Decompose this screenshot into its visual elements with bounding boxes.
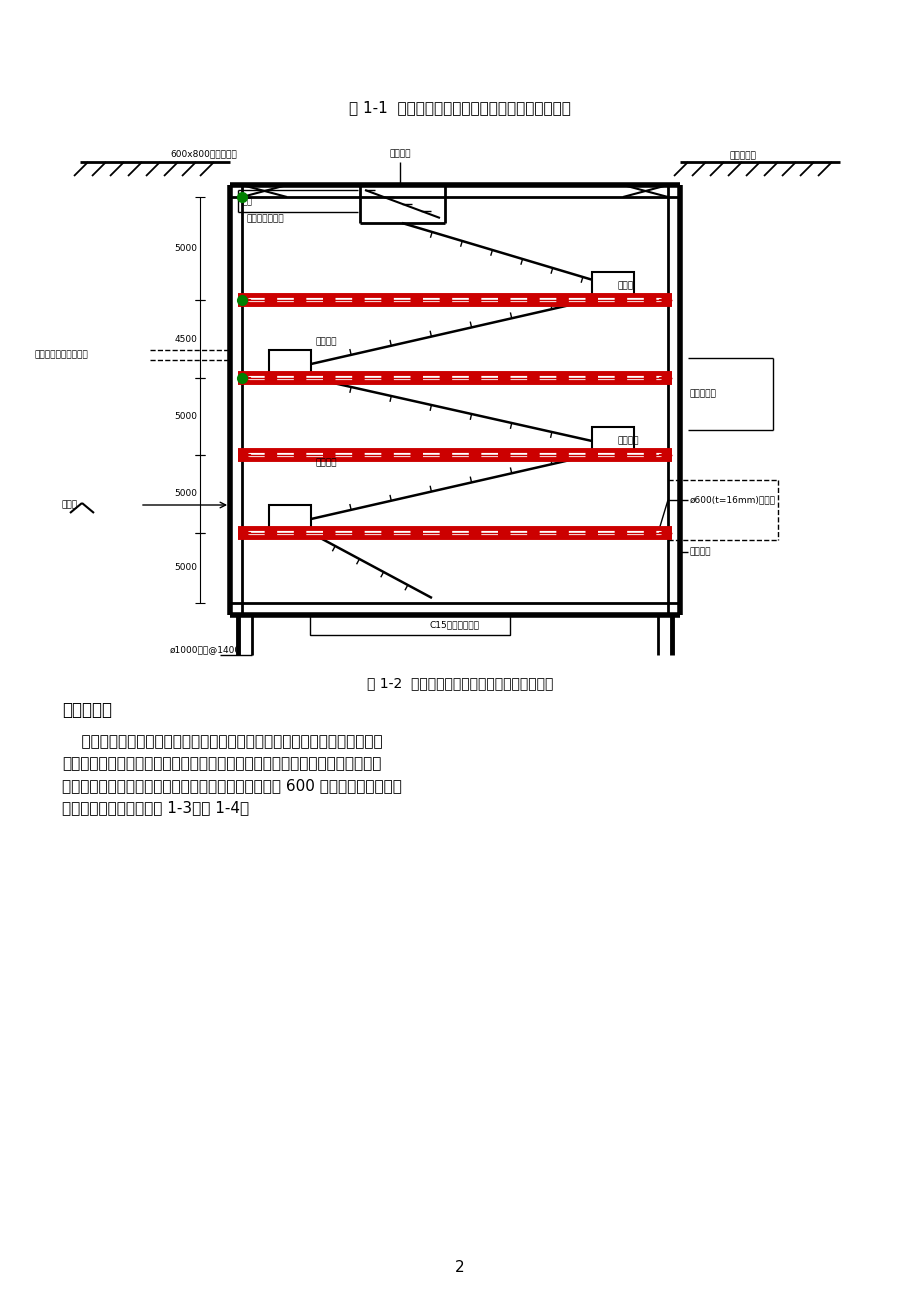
Bar	[591, 427, 633, 454]
Text: 盾构接收井: 盾构接收井	[62, 700, 112, 719]
Text: 三角架: 三角架	[618, 281, 633, 290]
Text: 撑形式为第一道钢筋混凝土支撑，第二至第四道为直径 600 的钢支撑，爬梯随钢: 撑形式为第一道钢筋混凝土支撑，第二至第四道为直径 600 的钢支撑，爬梯随钢	[62, 779, 402, 793]
Text: 盾构接收井临时爬梯设置在盾构接收井北侧中间位置，同样采用折返梯，除: 盾构接收井临时爬梯设置在盾构接收井北侧中间位置，同样采用折返梯，除	[62, 734, 382, 750]
Text: 爬梯扶手: 爬梯扶手	[315, 458, 337, 467]
Text: 盖梁: 盖梁	[243, 198, 253, 207]
Text: 2: 2	[455, 1260, 464, 1276]
Text: 三角架用膨胀螺栓固定于围护桩上外，其余部分均为焊接加固。盾构接收井的支: 三角架用膨胀螺栓固定于围护桩上外，其余部分均为焊接加固。盾构接收井的支	[62, 756, 381, 772]
Text: 5000: 5000	[174, 411, 197, 421]
Bar	[310, 615, 509, 635]
Text: 爬梯平台: 爬梯平台	[618, 436, 639, 445]
Bar	[591, 272, 633, 299]
Text: 图 1-1  施工竖井兼盾构接收井临时爬梯平面布置图: 图 1-1 施工竖井兼盾构接收井临时爬梯平面布置图	[348, 100, 571, 116]
Text: 第一道爬梯平台: 第一道爬梯平台	[246, 215, 284, 224]
Text: 盾构进区间: 盾构进区间	[689, 389, 716, 398]
Text: 5000: 5000	[174, 490, 197, 499]
Text: 4500: 4500	[174, 335, 197, 344]
Bar	[268, 505, 311, 533]
Text: 临时爬梯: 临时爬梯	[389, 150, 410, 159]
Bar	[268, 350, 311, 378]
Text: 5000: 5000	[174, 243, 197, 253]
Text: C15素混凝土垫层: C15素混凝土垫层	[429, 621, 480, 629]
Text: 图 1-2  施工竖井兼盾构接收井临时爬梯断面图: 图 1-2 施工竖井兼盾构接收井临时爬梯断面图	[367, 676, 552, 690]
Text: ø600(t=16mm)钢支撑: ø600(t=16mm)钢支撑	[689, 496, 775, 504]
Text: 600x800钢筋砼支撑: 600x800钢筋砼支撑	[170, 150, 236, 159]
Text: 临时爬梯: 临时爬梯	[315, 337, 337, 346]
Text: ø1000钢桩@1400: ø1000钢桩@1400	[170, 646, 241, 655]
Text: 西局站: 西局站	[62, 500, 78, 509]
Text: 矿山法大断面区间结构: 矿山法大断面区间结构	[35, 350, 88, 359]
Text: 平整后地面: 平整后地面	[729, 151, 756, 160]
Text: 前泥注站: 前泥注站	[689, 548, 710, 556]
Text: 支撑布设，具体布置如图 1-3、图 1-4。: 支撑布设，具体布置如图 1-3、图 1-4。	[62, 801, 249, 815]
Text: 5000: 5000	[174, 564, 197, 573]
